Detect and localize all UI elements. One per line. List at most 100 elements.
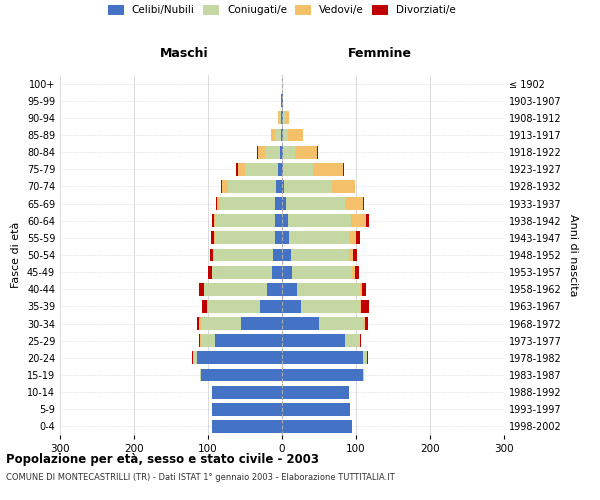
Bar (282, 128, 283, 141)
Bar (288, 128, 303, 141)
Bar (288, 214, 351, 227)
Bar (271, 128, 275, 141)
Bar (282, 334, 345, 347)
Bar (282, 232, 289, 244)
Bar (282, 283, 297, 296)
Bar (193, 352, 197, 364)
Bar (275, 214, 282, 227)
Bar (317, 146, 318, 158)
Bar (211, 232, 214, 244)
Bar (283, 146, 295, 158)
Bar (279, 112, 281, 124)
Bar (199, 283, 203, 296)
Text: Popolazione per età, sesso e stato civile - 2003: Popolazione per età, sesso e stato civil… (6, 452, 319, 466)
Bar (215, 214, 275, 227)
Bar (292, 266, 352, 278)
Bar (278, 163, 282, 175)
Bar (282, 386, 349, 398)
Bar (212, 266, 272, 278)
Bar (295, 146, 317, 158)
Bar (282, 163, 283, 175)
Text: COMUNE DI MONTECASTRILLI (TR) - Dati ISTAT 1° gennaio 2003 - Elaborazione TUTTIT: COMUNE DI MONTECASTRILLI (TR) - Dati IST… (6, 472, 395, 482)
Bar (281, 94, 282, 107)
Bar (345, 334, 360, 347)
Bar (283, 128, 288, 141)
Y-axis label: Anni di nascita: Anni di nascita (568, 214, 578, 296)
Bar (214, 232, 215, 244)
Bar (275, 232, 282, 244)
Bar (236, 163, 238, 175)
Bar (219, 197, 275, 210)
Bar (365, 214, 368, 227)
Bar (345, 197, 364, 210)
Bar (272, 266, 282, 278)
Bar (207, 300, 208, 313)
Bar (282, 248, 291, 262)
Bar (283, 112, 285, 124)
Bar (284, 180, 332, 193)
Bar (289, 232, 349, 244)
Bar (282, 180, 284, 193)
Bar (281, 128, 282, 141)
Bar (282, 300, 301, 313)
Bar (285, 112, 289, 124)
Bar (275, 197, 282, 210)
Bar (197, 352, 282, 364)
Bar (355, 266, 359, 278)
Bar (301, 300, 360, 313)
Legend: Celibi/Nubili, Coniugati/e, Vedovi/e, Divorziati/e: Celibi/Nubili, Coniugati/e, Vedovi/e, Di… (108, 5, 456, 15)
Bar (319, 317, 364, 330)
Bar (282, 403, 350, 415)
Bar (278, 112, 279, 124)
Bar (215, 334, 282, 347)
Bar (360, 283, 362, 296)
Bar (291, 248, 349, 262)
Bar (303, 128, 304, 141)
Bar (367, 352, 368, 364)
Bar (349, 248, 353, 262)
Bar (353, 248, 357, 262)
Bar (286, 197, 345, 210)
Bar (212, 403, 282, 415)
Bar (282, 317, 319, 330)
Bar (212, 386, 282, 398)
Bar (332, 180, 355, 193)
Bar (276, 180, 282, 193)
Bar (241, 317, 282, 330)
Bar (352, 266, 355, 278)
Bar (282, 112, 283, 124)
Y-axis label: Fasce di età: Fasce di età (11, 222, 21, 288)
Bar (203, 283, 204, 296)
Bar (365, 317, 368, 330)
Bar (281, 112, 282, 124)
Bar (238, 163, 245, 175)
Bar (349, 232, 356, 244)
Bar (208, 300, 260, 313)
Bar (200, 368, 282, 382)
Bar (222, 180, 228, 193)
Bar (214, 214, 215, 227)
Bar (221, 180, 222, 193)
Bar (197, 317, 199, 330)
Bar (200, 317, 241, 330)
Bar (245, 163, 278, 175)
Bar (360, 334, 361, 347)
Bar (282, 146, 283, 158)
Bar (362, 283, 367, 296)
Bar (199, 334, 200, 347)
Bar (204, 283, 267, 296)
Bar (282, 368, 364, 382)
Bar (273, 248, 282, 262)
Bar (228, 180, 276, 193)
Bar (361, 300, 368, 313)
Bar (282, 352, 364, 364)
Bar (343, 163, 344, 175)
Bar (282, 266, 292, 278)
Bar (200, 334, 215, 347)
Bar (275, 128, 281, 141)
Bar (212, 214, 214, 227)
Bar (216, 197, 217, 210)
Bar (282, 197, 286, 210)
Bar (313, 163, 343, 175)
Bar (267, 283, 282, 296)
